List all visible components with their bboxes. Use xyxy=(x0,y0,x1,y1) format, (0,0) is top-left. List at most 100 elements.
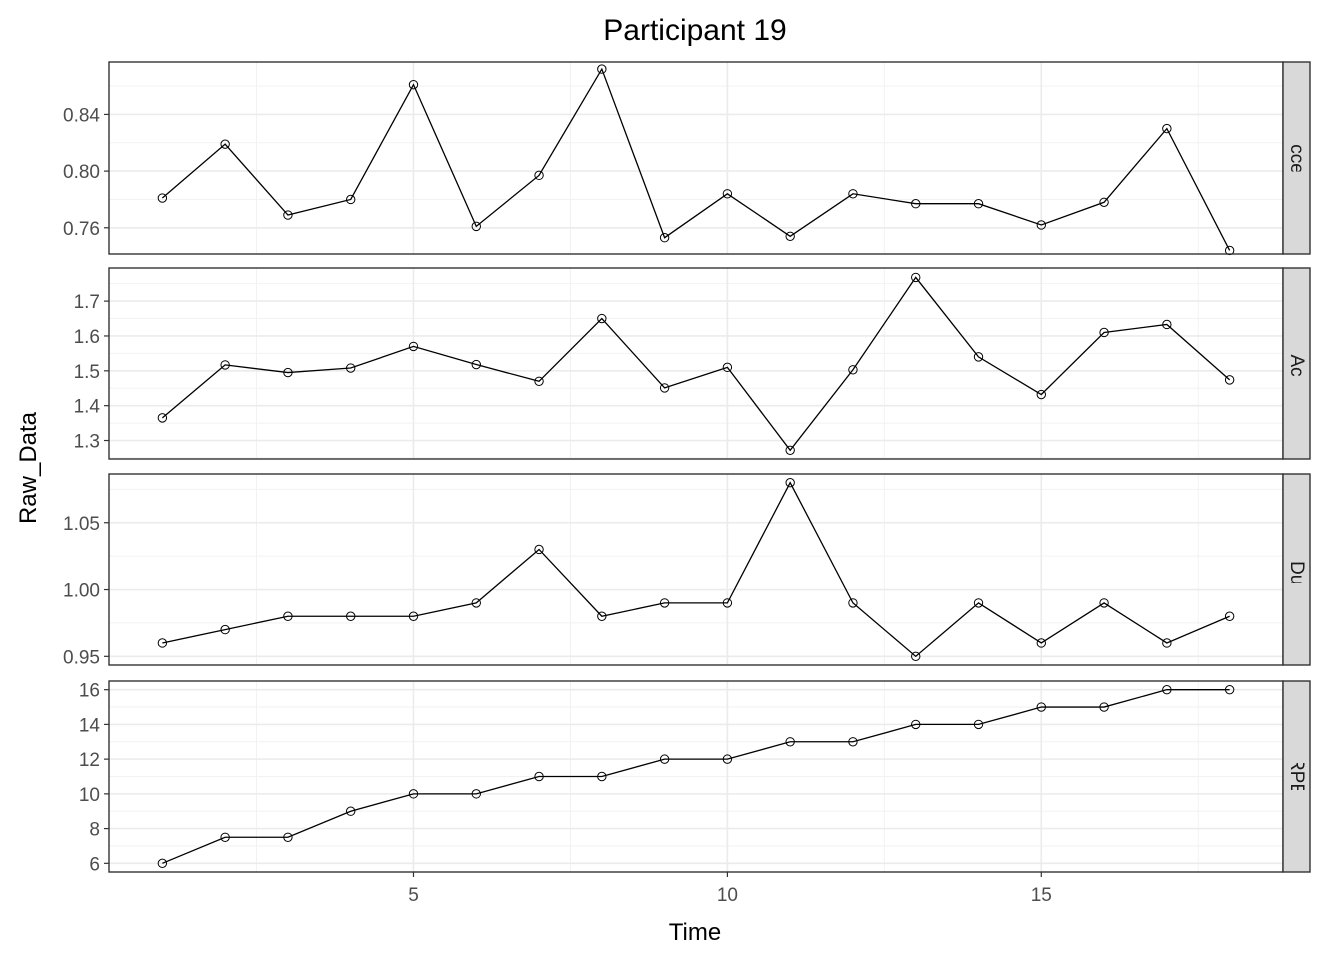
data-point xyxy=(848,737,858,747)
data-point xyxy=(471,789,481,799)
y-tick-label: 1.5 xyxy=(74,362,100,383)
data-point xyxy=(408,611,419,621)
y-tick-label: 1.6 xyxy=(74,327,100,348)
panel-background xyxy=(109,62,1283,254)
data-point xyxy=(848,189,858,199)
data-point xyxy=(1162,319,1172,330)
series-line xyxy=(161,67,1231,251)
data-point xyxy=(1099,327,1109,338)
x-axis-title: Time xyxy=(669,919,721,946)
data-point xyxy=(659,754,670,764)
y-tick-label: 1.3 xyxy=(74,432,100,453)
data-point xyxy=(848,598,858,608)
data-point xyxy=(471,359,481,370)
data-point xyxy=(283,611,293,621)
data-point xyxy=(471,598,481,608)
data-point xyxy=(848,365,858,375)
strip-label: Mean Acceleration xyxy=(1286,80,1307,236)
y-tick-label: 8 xyxy=(89,820,100,841)
strip-label: Maximum Acceleration xyxy=(1286,268,1307,459)
data-point xyxy=(722,362,733,373)
strip-background xyxy=(1282,680,1311,873)
y-tick-label: 1.00 xyxy=(63,581,100,602)
data-point xyxy=(220,832,230,842)
data-point xyxy=(534,544,544,555)
data-point xyxy=(785,477,795,488)
data-point xyxy=(346,611,356,621)
y-tick-label: 0.95 xyxy=(63,647,100,668)
strip-background xyxy=(1282,61,1311,255)
data-point xyxy=(346,806,356,816)
data-point xyxy=(1162,123,1172,134)
data-point xyxy=(408,341,419,352)
y-tick-label: 0.80 xyxy=(63,162,100,183)
data-point xyxy=(283,367,293,378)
y-tick-label: 10 xyxy=(79,785,100,806)
data-point xyxy=(157,858,168,869)
series-line xyxy=(162,689,1230,864)
data-point xyxy=(534,376,544,386)
data-point xyxy=(1036,702,1046,712)
data-point xyxy=(973,198,984,209)
data-point xyxy=(1036,220,1046,230)
x-tick-label: 5 xyxy=(408,885,419,906)
data-point xyxy=(283,210,293,220)
panel-rpe: 6 8 10 12 14 16 RPE xyxy=(79,680,1311,875)
data-point xyxy=(220,139,230,149)
data-point xyxy=(157,638,168,648)
chart-title: Participant 19 xyxy=(603,14,786,47)
data-point xyxy=(785,445,795,455)
data-point xyxy=(1099,197,1109,207)
data-point xyxy=(1224,684,1235,695)
facet-panels: 0.760.800.84 Mean Acceleration1.31.41.51.… xyxy=(63,61,1311,906)
x-tick-label: 15 xyxy=(1031,885,1052,906)
data-point xyxy=(597,313,607,324)
data-point xyxy=(659,598,670,608)
panel-maximum-acceleration: 1.3 1.4 1.5 1.6 1.7 Maximum Acceleration xyxy=(74,267,1311,460)
data-point xyxy=(722,189,733,199)
data-point xyxy=(283,832,293,842)
data-point xyxy=(471,221,481,232)
data-point xyxy=(346,363,356,373)
data-point xyxy=(534,771,544,782)
panel-stride-duration: 0.95 1.00 1.05 Stride Duration xyxy=(63,473,1311,668)
panel-background xyxy=(109,268,1283,459)
data-point xyxy=(722,754,733,764)
data-point xyxy=(220,360,230,370)
strip-label: Stride Duration xyxy=(1286,506,1307,633)
series-line xyxy=(162,481,1230,658)
data-point xyxy=(1162,684,1172,695)
data-point xyxy=(785,231,795,241)
data-point xyxy=(408,79,419,90)
data-point xyxy=(1099,702,1109,712)
y-tick-label: 1.4 xyxy=(74,397,101,418)
data-point xyxy=(408,789,419,799)
data-point xyxy=(785,737,795,747)
data-point xyxy=(1162,638,1172,648)
y-tick-label: 1.7 xyxy=(74,292,100,313)
data-point xyxy=(157,193,168,203)
strip-background xyxy=(1282,473,1311,666)
data-point xyxy=(659,383,670,393)
data-point xyxy=(973,352,984,362)
data-point xyxy=(597,64,607,74)
data-point xyxy=(973,719,984,730)
data-point xyxy=(1099,598,1109,608)
data-point xyxy=(220,624,230,635)
y-tick-label: 16 xyxy=(79,681,100,702)
y-tick-label: 0.84 xyxy=(63,105,100,126)
panel-mean-acceleration: 0.76 0.80 0.84 Mean Acceleration xyxy=(63,61,1311,256)
data-point xyxy=(534,170,544,181)
data-point xyxy=(157,413,168,423)
data-point xyxy=(973,598,984,608)
y-axis-title: Raw_Data xyxy=(15,411,42,524)
data-point xyxy=(911,651,921,662)
data-point xyxy=(911,719,921,730)
data-point xyxy=(1036,638,1046,648)
data-point xyxy=(346,194,356,205)
data-point xyxy=(911,198,921,209)
data-point xyxy=(722,598,733,608)
data-point xyxy=(1224,611,1235,621)
panel-background xyxy=(109,474,1283,665)
